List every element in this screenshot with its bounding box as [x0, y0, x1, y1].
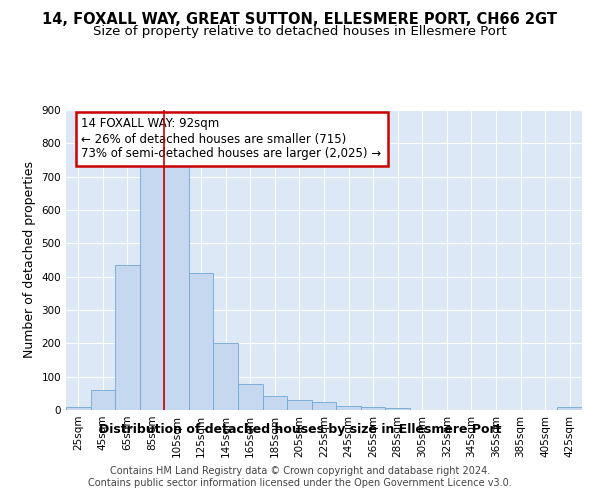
Bar: [385, 408, 410, 410]
Bar: [287, 400, 312, 410]
Bar: [312, 402, 336, 410]
Text: 14 FOXALL WAY: 92sqm
← 26% of detached houses are smaller (715)
73% of semi-deta: 14 FOXALL WAY: 92sqm ← 26% of detached h…: [82, 118, 382, 160]
Bar: [66, 406, 91, 410]
Bar: [91, 390, 115, 410]
Bar: [115, 265, 140, 410]
Y-axis label: Number of detached properties: Number of detached properties: [23, 162, 36, 358]
Text: Contains HM Land Registry data © Crown copyright and database right 2024.
Contai: Contains HM Land Registry data © Crown c…: [88, 466, 512, 487]
Bar: [164, 158, 189, 410]
Bar: [361, 406, 385, 410]
Bar: [238, 384, 263, 410]
Bar: [336, 406, 361, 410]
Bar: [557, 408, 582, 410]
Text: Distribution of detached houses by size in Ellesmere Port: Distribution of detached houses by size …: [99, 422, 501, 436]
Text: Size of property relative to detached houses in Ellesmere Port: Size of property relative to detached ho…: [93, 25, 507, 38]
Bar: [189, 274, 214, 410]
Bar: [140, 158, 164, 410]
Bar: [263, 396, 287, 410]
Text: 14, FOXALL WAY, GREAT SUTTON, ELLESMERE PORT, CH66 2GT: 14, FOXALL WAY, GREAT SUTTON, ELLESMERE …: [43, 12, 557, 28]
Bar: [214, 344, 238, 410]
